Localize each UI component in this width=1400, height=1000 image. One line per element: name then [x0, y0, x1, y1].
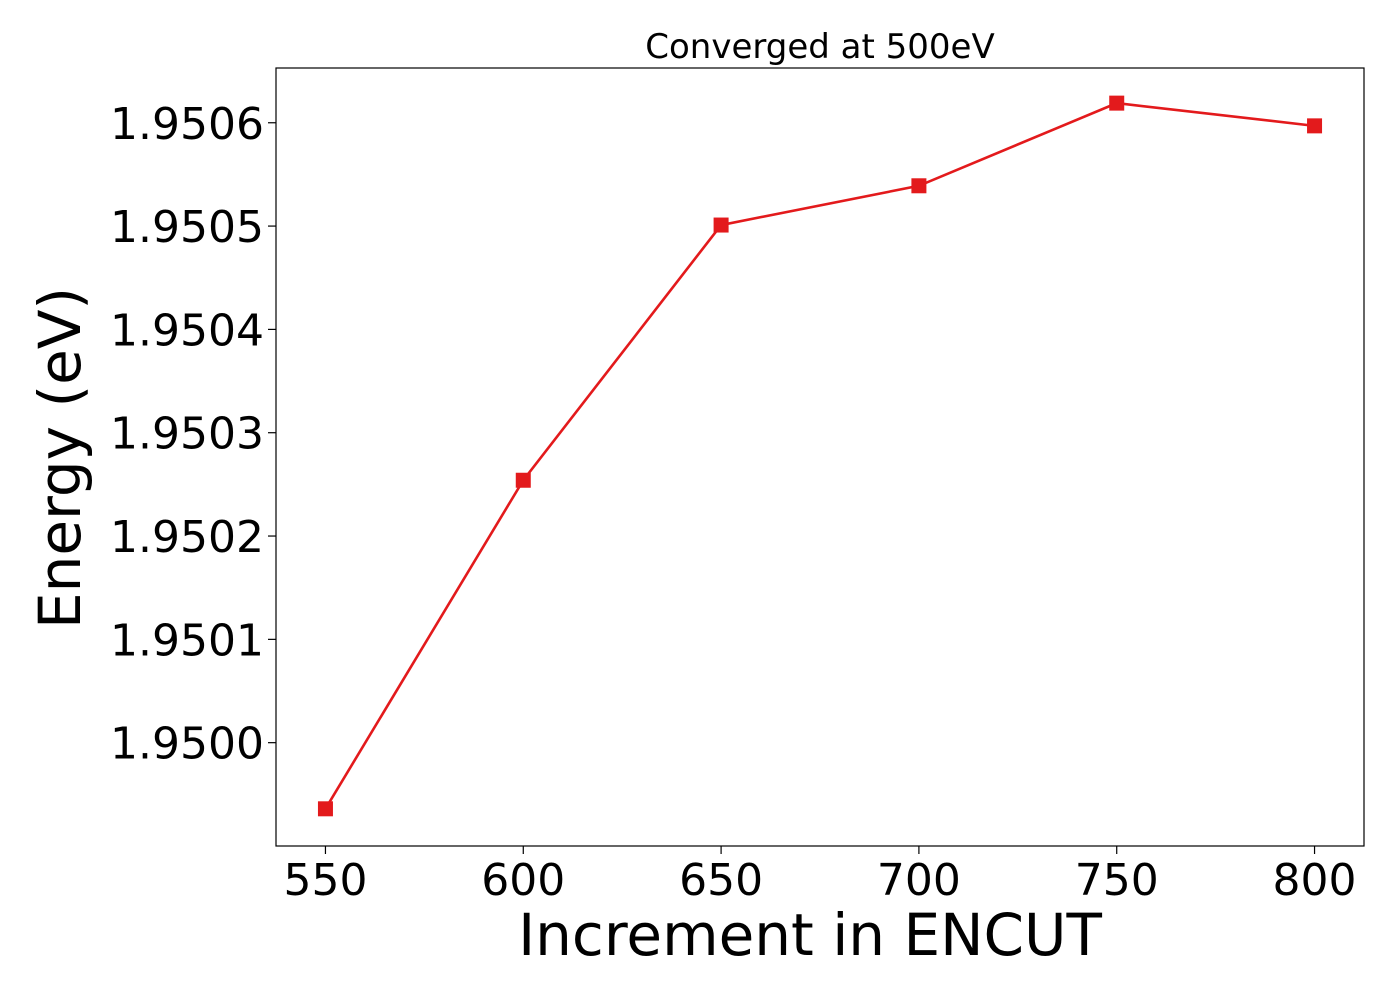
data-point-marker — [911, 178, 927, 194]
chart-title: Converged at 500eV — [645, 27, 994, 67]
series-layer — [317, 95, 1323, 817]
x-tick-label: 800 — [1273, 855, 1357, 906]
x-tick-label: 600 — [481, 855, 565, 906]
data-point-marker — [1307, 118, 1323, 134]
x-axis: 550 600 650 700 750 800 — [283, 846, 1357, 906]
series-line — [324, 101, 1315, 810]
y-axis: 1.9500 1.9501 1.9502 1.9503 1.9504 1.9505 1.95… — [110, 99, 276, 770]
x-tick-label: 750 — [1075, 855, 1159, 906]
y-axis-label: Energy (eV) — [26, 287, 94, 629]
y-tick-label: 1.9506 — [110, 99, 264, 150]
data-point-marker — [713, 217, 729, 233]
x-axis-label: Increment in ENCUT — [518, 901, 1102, 969]
y-tick-label: 1.9501 — [110, 615, 264, 666]
y-tick-label: 1.9502 — [110, 512, 264, 563]
data-point-marker — [515, 472, 531, 488]
y-tick-label: 1.9504 — [110, 305, 264, 356]
data-point-marker — [317, 801, 333, 817]
y-tick-label: 1.9500 — [110, 719, 264, 770]
data-point-marker — [1109, 95, 1125, 111]
x-tick-label: 700 — [877, 855, 961, 906]
y-tick-label: 1.9505 — [110, 202, 264, 253]
x-tick-label: 550 — [283, 855, 367, 906]
x-tick-label: 650 — [679, 855, 763, 906]
plot-area — [275, 67, 1365, 847]
y-tick-label: 1.9503 — [110, 409, 264, 460]
